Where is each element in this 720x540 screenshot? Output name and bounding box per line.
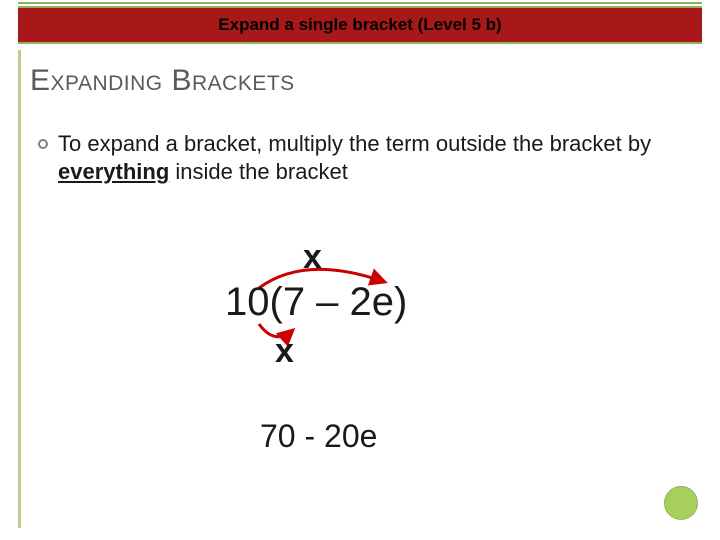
title-banner: Expand a single bracket (Level 5 b) [18, 6, 702, 44]
top-border [18, 2, 702, 4]
bullet-icon [38, 139, 48, 149]
expansion-diagram: x 10(7 – 2e) x [225, 230, 485, 400]
multiply-label-top: x [303, 238, 322, 277]
result-text: 70 - 20e [260, 418, 377, 455]
banner-text: Expand a single bracket (Level 5 b) [218, 15, 501, 35]
multiply-label-bottom: x [275, 332, 294, 371]
expression: 10(7 – 2e) [225, 280, 407, 325]
bullet-pre: To expand a bracket, multiply the term o… [58, 131, 651, 156]
slide: Expand a single bracket (Level 5 b) Expa… [0, 0, 720, 540]
bullet-text: To expand a bracket, multiply the term o… [58, 130, 690, 186]
bullet-row: To expand a bracket, multiply the term o… [38, 130, 690, 186]
bullet-post: inside the bracket [169, 159, 348, 184]
bullet-emph: everything [58, 159, 169, 184]
left-rail [18, 50, 21, 528]
corner-dot-icon [664, 486, 698, 520]
heading-text: Expanding Brackets [30, 64, 295, 97]
slide-heading: Expanding Brackets [30, 64, 295, 98]
